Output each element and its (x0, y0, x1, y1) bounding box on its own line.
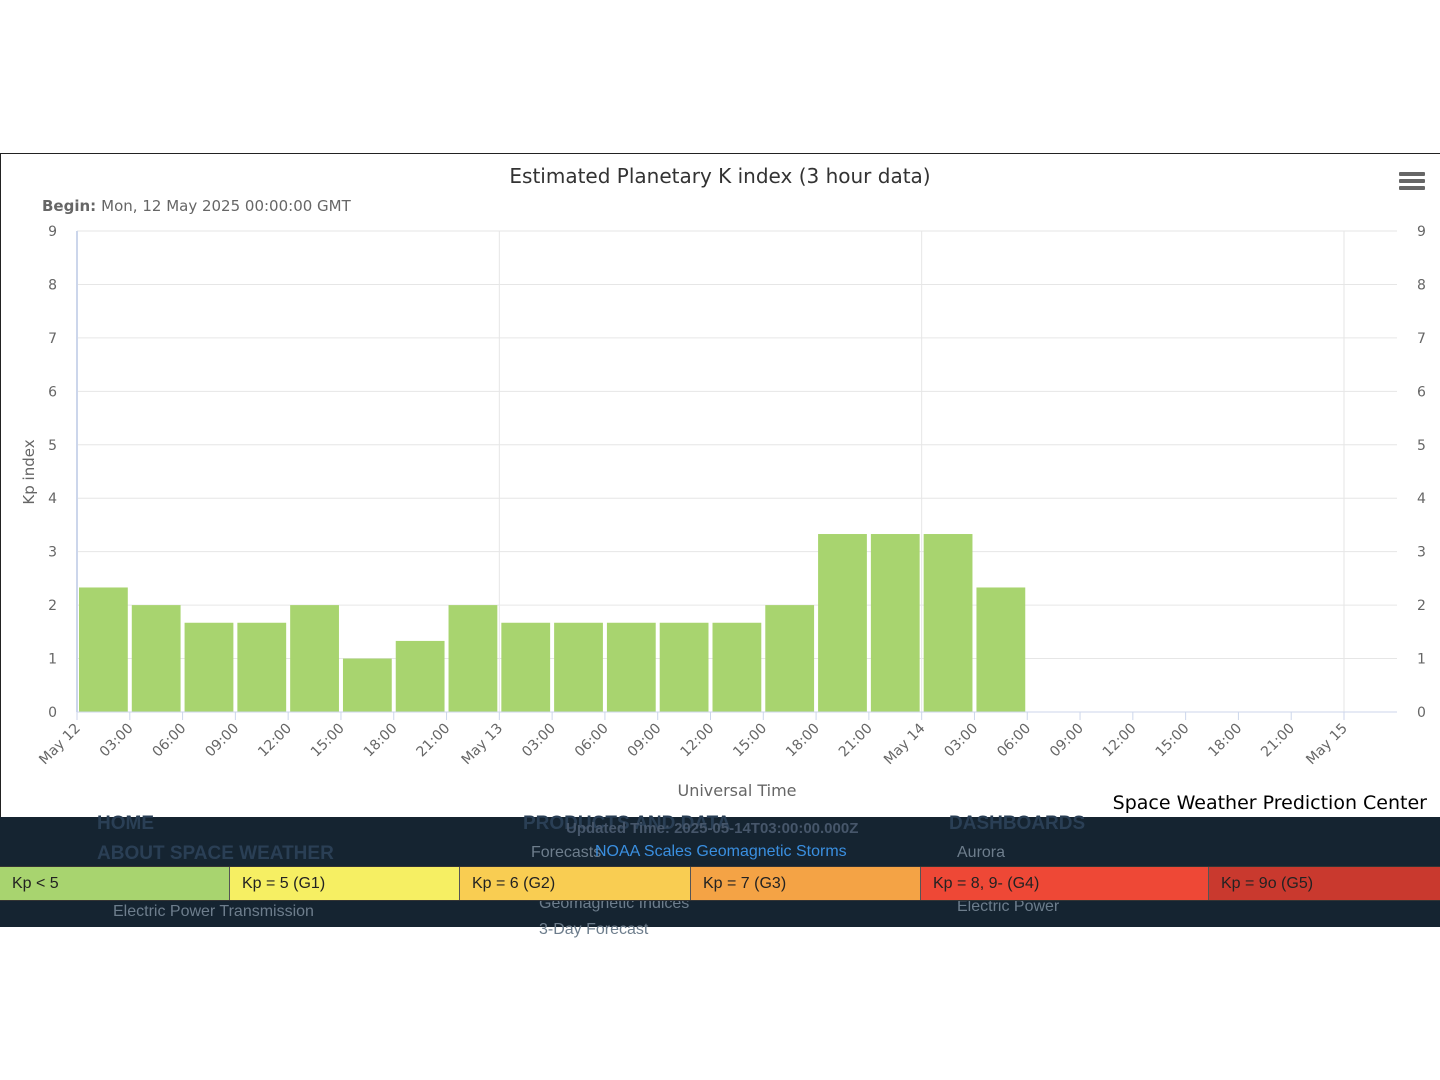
noaa-scales-link[interactable]: NOAA Scales Geomagnetic Storms (595, 843, 847, 860)
kp-bar (765, 605, 815, 712)
y-tick-label-right: 0 (1417, 705, 1426, 721)
x-tick-label: 18:00 (1205, 721, 1245, 761)
y-tick-label-left: 8 (48, 277, 57, 293)
updated-time: Updated Time: 2025-05-14T03:00:00.000Z (566, 820, 859, 837)
x-tick-label: 03:00 (519, 721, 559, 761)
y-axis-label: Kp index (20, 439, 38, 504)
footer-elec-transmission-link[interactable]: Electric Power Transmission (113, 903, 314, 920)
kp-bar (395, 640, 445, 712)
footer-products-link[interactable]: PRODUCTS AND DATA (523, 813, 731, 834)
kp-bar (818, 534, 867, 712)
kp-bar (712, 622, 762, 712)
kp-scale-g2: Kp = 6 (G2) (460, 867, 691, 900)
kp-bar (79, 587, 128, 712)
swpc-credit: Space Weather Prediction Center (1112, 792, 1427, 814)
footer-aurora-link[interactable]: Aurora (957, 844, 1006, 861)
kp-bar (342, 658, 392, 712)
footer-dashboards-link[interactable]: DASHBOARDS (949, 813, 1086, 834)
x-tick-label: 21:00 (414, 721, 454, 761)
footer-home-link[interactable]: HOME (97, 813, 154, 834)
kp-scale-legend: Kp < 5 Kp = 5 (G1) Kp = 6 (G2) Kp = 7 (G… (0, 866, 1440, 901)
y-tick-label-left: 5 (48, 438, 57, 454)
x-tick-label: 15:00 (1153, 721, 1193, 761)
y-tick-label-right: 5 (1417, 438, 1426, 454)
footer-three-day-link[interactable]: 3-Day Forecast (539, 921, 649, 938)
kp-bar (659, 622, 709, 712)
y-tick-label-right: 8 (1417, 277, 1426, 293)
y-tick-label-left: 6 (48, 384, 57, 400)
x-tick-label: 06:00 (150, 721, 190, 761)
y-tick-label-right: 9 (1417, 224, 1426, 240)
kp-scale-g5: Kp = 9o (G5) (1209, 867, 1440, 900)
chart-title: Estimated Planetary K index (3 hour data… (509, 164, 930, 188)
kp-bar (923, 534, 973, 712)
x-axis-label: Universal Time (677, 781, 796, 800)
kp-bar (131, 605, 181, 712)
bar-series (79, 534, 1026, 712)
y-tick-label-right: 2 (1417, 598, 1426, 614)
y-tick-label-right: 4 (1417, 491, 1426, 507)
x-tick-label: May 14 (881, 720, 929, 768)
kp-scale-g1: Kp = 5 (G1) (230, 867, 460, 900)
chart-menu-hamburger-icon[interactable] (1399, 172, 1425, 194)
y-tick-label-left: 4 (48, 491, 57, 507)
kp-bar (554, 622, 603, 712)
kp-scale-g3: Kp = 7 (G3) (691, 867, 921, 900)
x-tick-label: 18:00 (783, 721, 823, 761)
kp-index-chart: Estimated Planetary K index (3 hour data… (20, 164, 1426, 800)
subtitle-label: Begin: (42, 197, 96, 215)
x-tick-label: May 12 (36, 721, 84, 769)
x-tick-label: 03:00 (941, 721, 981, 761)
kp-bar (237, 622, 287, 712)
y-tick-label-right: 1 (1417, 652, 1426, 668)
x-tick-label: 12:00 (677, 721, 717, 761)
y-tick-label-left: 9 (48, 224, 57, 240)
y-tick-label-right: 3 (1417, 545, 1426, 561)
kp-bar (976, 587, 1026, 712)
x-tick-label: 09:00 (1047, 721, 1087, 761)
y-tick-label-left: 7 (48, 331, 57, 347)
x-tick-label: 21:00 (1258, 721, 1298, 761)
y-tick-label-left: 2 (48, 598, 57, 614)
x-tick-label: May 15 (1303, 721, 1351, 769)
y-tick-label-left: 3 (48, 545, 57, 561)
x-tick-label: 12:00 (255, 721, 295, 761)
kp-bar (290, 605, 339, 712)
kp-scale-g4: Kp = 8, 9- (G4) (921, 867, 1209, 900)
x-tick-label: 21:00 (836, 721, 876, 761)
y-tick-label-right: 7 (1417, 331, 1426, 347)
kp-bar (501, 622, 551, 712)
x-tick-label: 12:00 (1100, 721, 1140, 761)
x-tick-label: 06:00 (572, 721, 612, 761)
x-tick-label: 06:00 (994, 721, 1034, 761)
footer-forecasts-link[interactable]: Forecasts (531, 844, 602, 861)
footer-elec-power-link[interactable]: Electric Power (957, 898, 1060, 915)
x-tick-label: May 13 (459, 721, 507, 769)
x-tick-label: 03:00 (97, 721, 137, 761)
x-tick-label: 18:00 (361, 721, 401, 761)
x-tick-label: 09:00 (202, 721, 242, 761)
kp-bar (870, 534, 920, 712)
footer-about-link[interactable]: ABOUT SPACE WEATHER (97, 843, 334, 864)
kp-scale-below-5: Kp < 5 (0, 867, 230, 900)
y-tick-label-left: 0 (48, 705, 57, 721)
y-tick-label-right: 6 (1417, 384, 1426, 400)
subtitle-value: Mon, 12 May 2025 00:00:00 GMT (101, 197, 351, 215)
y-tick-label-left: 1 (48, 652, 57, 668)
x-tick-label: 15:00 (730, 721, 770, 761)
x-tick-label: 15:00 (308, 721, 348, 761)
chart-subtitle: Begin: Mon, 12 May 2025 00:00:00 GMT (42, 197, 352, 215)
x-tick-label: 09:00 (625, 721, 665, 761)
kp-bar (184, 622, 234, 712)
kp-bar (448, 605, 498, 712)
kp-bar (606, 622, 656, 712)
